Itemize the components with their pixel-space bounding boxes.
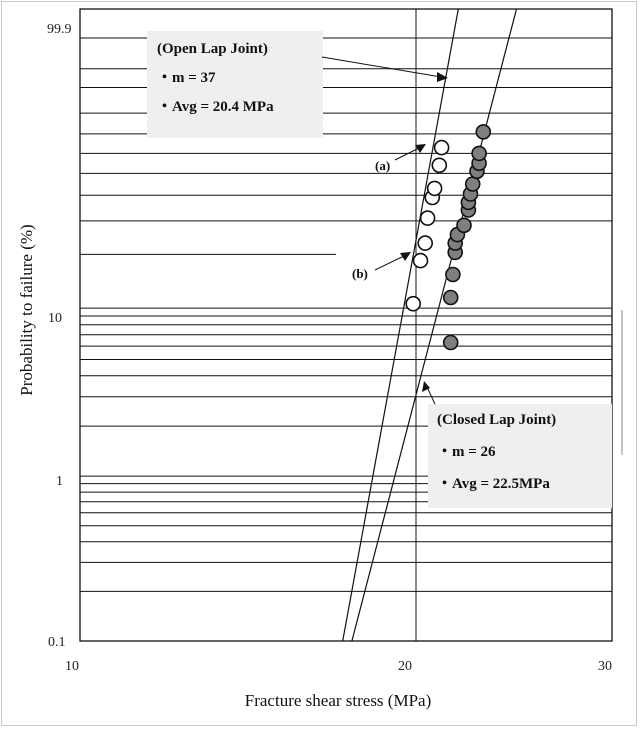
a-arrow-line [394, 146, 422, 161]
point-closed-14 [471, 145, 487, 162]
x-axis-title: Fracture shear stress (MPa) [245, 691, 431, 710]
point-closed-3 [445, 266, 461, 283]
open-lap-joint-m: ・m = 37 [157, 70, 216, 86]
point-closed-2 [442, 289, 459, 306]
closed-lap-joint-title: (Closed Lap Joint) [437, 412, 556, 428]
plot-area-border [79, 8, 613, 642]
point-open-6 [426, 180, 443, 197]
leader-arrows [321, 56, 448, 405]
b-arrow-head [400, 252, 411, 261]
closed-arrow-line [426, 386, 436, 405]
y-axis-title: Probability to failure (%) [17, 224, 36, 395]
a-arrow-head [415, 144, 426, 153]
x-tick-30: 30 [598, 659, 612, 674]
point-closed-15 [475, 124, 492, 140]
b-arrow-line [374, 254, 407, 271]
point-open-7 [431, 157, 448, 174]
y-tick-10: 10 [48, 311, 62, 326]
x-tick-10: 10 [65, 659, 79, 674]
point-open-8 [433, 139, 450, 156]
point-open-3 [417, 235, 434, 251]
point-open-2 [412, 252, 429, 269]
open-lap-joint-title: (Open Lap Joint) [157, 41, 268, 57]
open-arrow-line [321, 56, 442, 78]
point-open-4 [419, 210, 436, 226]
fit-line-closed [351, 8, 518, 642]
fit-lines [342, 8, 518, 642]
closed-lap-joint-m: ・m = 26 [437, 444, 496, 460]
y-tick-0.1: 0.1 [48, 635, 66, 650]
closed-lap-joint-avg: ・Avg = 22.5MPa [437, 476, 550, 492]
y-tick-99.9: 99.9 [47, 22, 72, 37]
y-tick-1: 1 [56, 474, 63, 489]
point-closed-7 [456, 217, 472, 234]
open-arrow-head [437, 72, 448, 82]
open-lap-joint-avg: ・Avg = 20.4 MPa [157, 99, 274, 115]
label-b: (b) [352, 266, 368, 281]
open-lap-joint-box [147, 31, 323, 138]
point-closed-11 [464, 176, 481, 192]
x-tick-20: 20 [398, 659, 412, 674]
point-open-1 [405, 295, 422, 312]
data-points [405, 124, 492, 351]
closed-lap-joint-box [428, 404, 612, 508]
closed-arrow-head [422, 381, 430, 392]
fit-line-open [342, 8, 459, 642]
point-closed-1 [442, 334, 459, 351]
label-a: (a) [375, 158, 390, 173]
